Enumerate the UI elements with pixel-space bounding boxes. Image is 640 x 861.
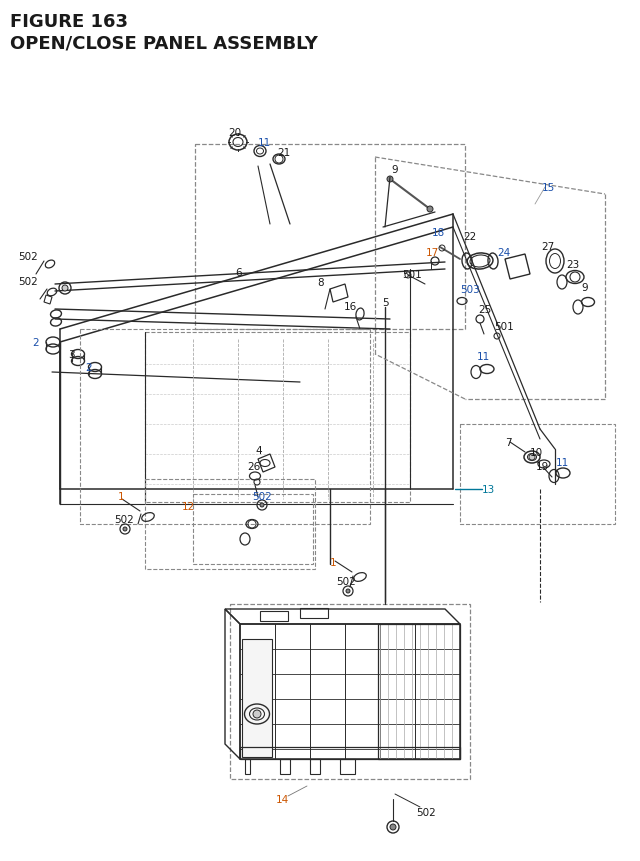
Circle shape <box>62 286 68 292</box>
Circle shape <box>260 504 264 507</box>
Bar <box>300 608 328 618</box>
Text: 2: 2 <box>32 338 38 348</box>
Circle shape <box>123 528 127 531</box>
Text: 10: 10 <box>530 448 543 457</box>
Text: 20: 20 <box>228 127 241 138</box>
Text: 502: 502 <box>336 576 356 586</box>
Circle shape <box>529 455 535 461</box>
Text: 13: 13 <box>482 485 495 494</box>
Circle shape <box>390 824 396 830</box>
Circle shape <box>253 710 261 718</box>
Text: 502: 502 <box>18 251 38 262</box>
Text: OPEN/CLOSE PANEL ASSEMBLY: OPEN/CLOSE PANEL ASSEMBLY <box>10 34 318 52</box>
Text: 14: 14 <box>276 794 289 804</box>
Text: 2: 2 <box>85 362 92 373</box>
Text: 9: 9 <box>391 164 397 175</box>
Text: 11: 11 <box>556 457 569 468</box>
Text: 22: 22 <box>463 232 476 242</box>
Text: 1: 1 <box>118 492 125 501</box>
Text: FIGURE 163: FIGURE 163 <box>10 13 128 31</box>
Circle shape <box>387 177 393 183</box>
Text: 8: 8 <box>317 278 324 288</box>
Text: 11: 11 <box>477 351 490 362</box>
Circle shape <box>427 207 433 213</box>
Text: 502: 502 <box>416 807 436 817</box>
Text: 16: 16 <box>344 301 357 312</box>
Text: 12: 12 <box>182 501 195 511</box>
Text: 4: 4 <box>255 445 262 455</box>
Text: 7: 7 <box>505 437 511 448</box>
Text: 15: 15 <box>542 183 556 193</box>
Text: 502: 502 <box>252 492 272 501</box>
Text: 502: 502 <box>114 514 134 524</box>
Polygon shape <box>242 639 272 757</box>
Text: 5: 5 <box>382 298 388 307</box>
Text: 502: 502 <box>18 276 38 287</box>
Text: 11: 11 <box>258 138 271 148</box>
Bar <box>240 747 460 759</box>
Text: 23: 23 <box>566 260 579 269</box>
Text: 1: 1 <box>330 557 337 567</box>
Text: 26: 26 <box>247 461 260 472</box>
Text: 19: 19 <box>536 461 549 472</box>
Text: 17: 17 <box>426 248 439 257</box>
Text: 3: 3 <box>68 350 75 360</box>
Text: 9: 9 <box>581 282 588 293</box>
Text: 25: 25 <box>478 305 492 314</box>
Circle shape <box>346 589 350 593</box>
Text: 27: 27 <box>541 242 554 251</box>
Text: 503: 503 <box>460 285 480 294</box>
Bar <box>260 611 288 622</box>
Bar <box>378 624 460 759</box>
Text: 24: 24 <box>497 248 510 257</box>
Text: 6: 6 <box>235 268 242 278</box>
Text: 21: 21 <box>277 148 291 158</box>
Text: 18: 18 <box>432 228 445 238</box>
Text: 501: 501 <box>494 322 514 331</box>
Text: 501: 501 <box>402 269 422 280</box>
